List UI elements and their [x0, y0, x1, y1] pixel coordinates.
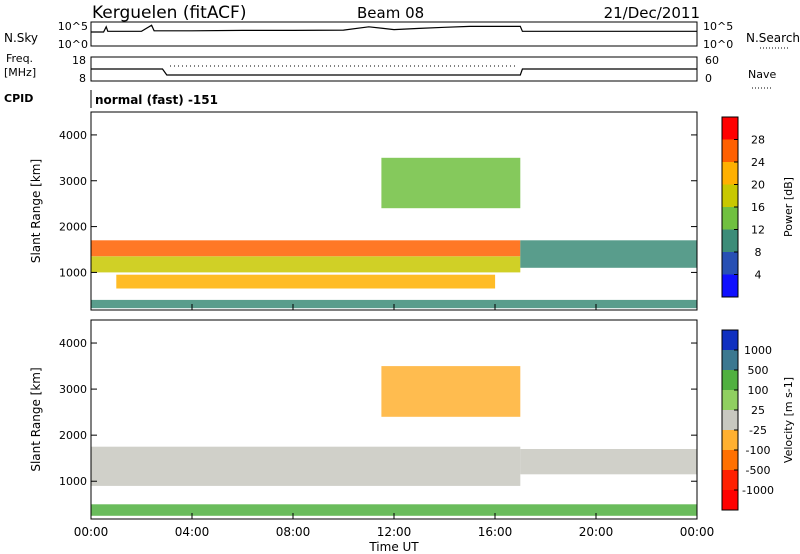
velocity-cbar-segment [722, 430, 738, 450]
velocity-colorbar: 1000 500 100 25 -25 -100 -500 -1000 Velocity [m … [721, 329, 795, 511]
time-tick-label: 00:00 [680, 525, 715, 539]
power-cbar-segment [722, 139, 738, 162]
time-tick-label: 16:00 [478, 525, 513, 539]
freq-left-label-1: Freq. [6, 52, 33, 65]
noise-right-label: N.Search [746, 31, 800, 45]
power-band [520, 240, 698, 268]
velocity-band [520, 449, 698, 475]
velocity-ytick-label: 1000 [59, 475, 87, 488]
freq-left-tick-bottom: 8 [79, 72, 86, 85]
velocity-cbar-tick-label: 25 [751, 404, 765, 417]
freq-right-tick-bottom: 0 [705, 72, 712, 85]
freq-left-label-2: [MHz] [4, 66, 36, 79]
noise-right-tick-top: 10^5 [703, 20, 733, 33]
power-band [116, 274, 496, 289]
velocity-cbar-segment [722, 390, 738, 410]
nave-label: Nave [748, 68, 776, 81]
velocity-panel: 1000 2000 3000 4000 Slant Range [km] [29, 319, 698, 520]
power-cbar-segment [722, 229, 738, 252]
time-tick-label: 00:00 [74, 525, 109, 539]
beam-title: Beam 08 [357, 4, 424, 22]
power-cbar-tick-label: 12 [751, 224, 765, 237]
noise-series-line [91, 24, 697, 33]
x-axis-title: Time UT [368, 540, 419, 554]
time-tick-label: 20:00 [579, 525, 614, 539]
power-cbar-tick-label: 20 [751, 179, 765, 192]
date-title: 21/Dec/2011 [604, 4, 700, 22]
noise-right-tick-bottom: 10^0 [703, 38, 733, 51]
noise-left-label: N.Sky [4, 31, 38, 45]
power-ytick-label: 3000 [59, 175, 87, 188]
power-band [381, 157, 521, 209]
velocity-cbar-tick-label: 100 [748, 384, 769, 397]
velocity-cbar-segment [722, 490, 738, 510]
power-ytick-label: 4000 [59, 129, 87, 142]
power-ytick-label: 1000 [59, 266, 87, 279]
velocity-band [381, 366, 521, 417]
velocity-band [91, 446, 521, 486]
velocity-ytick-label: 4000 [59, 337, 87, 350]
time-axis: 00:00 04:00 08:00 12:00 16:00 20:00 00:00 [74, 525, 715, 539]
time-tick-label: 12:00 [377, 525, 412, 539]
time-tick-label: 04:00 [175, 525, 210, 539]
velocity-band [91, 504, 697, 516]
noise-left-tick-top: 10^5 [58, 20, 88, 33]
power-cbar-segment [722, 184, 738, 207]
power-cbar-segment [722, 274, 738, 297]
velocity-cbar-segment [722, 410, 738, 430]
power-band [91, 240, 521, 257]
freq-series-line [91, 68, 697, 76]
velocity-ytick-label: 3000 [59, 383, 87, 396]
velocity-cbar-tick-label: -1000 [742, 484, 774, 497]
velocity-cbar-title: Velocity [m s-1] [782, 377, 795, 463]
velocity-cbar-tick-label: -100 [746, 444, 771, 457]
velocity-cbar-tick-label: 1000 [744, 344, 772, 357]
power-cbar-tick-label: 16 [751, 201, 765, 214]
noise-panel-frame [90, 21, 698, 47]
power-cbar-segment [722, 252, 738, 275]
velocity-cbar-tick-label: -500 [746, 464, 771, 477]
velocity-frame [90, 319, 698, 520]
velocity-cbar-tick-label: -25 [749, 424, 767, 437]
velocity-ytick-label: 2000 [59, 429, 87, 442]
freq-right-tick-top: 60 [705, 54, 719, 67]
velocity-cbar-segment [722, 330, 738, 350]
power-y-axis-title: Slant Range [km] [29, 159, 43, 263]
power-cbar-segment [722, 117, 738, 140]
velocity-cbar-segment [722, 370, 738, 390]
velocity-cbar-frame [721, 329, 739, 511]
power-ytick-label: 2000 [59, 221, 87, 234]
velocity-cbar-tick-label: 500 [748, 364, 769, 377]
cpid-label: CPID [4, 92, 33, 105]
noise-left-tick-bottom: 10^0 [58, 38, 88, 51]
power-cbar-segment [722, 207, 738, 230]
power-cbar-title: Power [dB] [782, 177, 795, 237]
velocity-cbar-segment [722, 470, 738, 490]
time-tick-label: 08:00 [276, 525, 311, 539]
power-cbar-segment [722, 162, 738, 185]
power-cbar-tick-label: 4 [755, 269, 762, 282]
power-panel: 1000 2000 3000 4000 Slant Range [km] [29, 111, 698, 311]
cpid-value: normal (fast) -151 [95, 93, 218, 107]
power-colorbar: 28 24 20 16 12 8 4 Power [dB] [721, 116, 795, 298]
power-band [91, 256, 521, 273]
power-cbar-tick-label: 8 [755, 246, 762, 259]
velocity-cbar-segment [722, 350, 738, 370]
velocity-y-axis-title: Slant Range [km] [29, 367, 43, 471]
velocity-cbar-segment [722, 450, 738, 470]
station-title: Kerguelen (fitACF) [92, 3, 246, 23]
freq-left-tick-top: 18 [72, 54, 86, 67]
power-cbar-tick-label: 28 [751, 134, 765, 147]
power-cbar-tick-label: 24 [751, 156, 765, 169]
